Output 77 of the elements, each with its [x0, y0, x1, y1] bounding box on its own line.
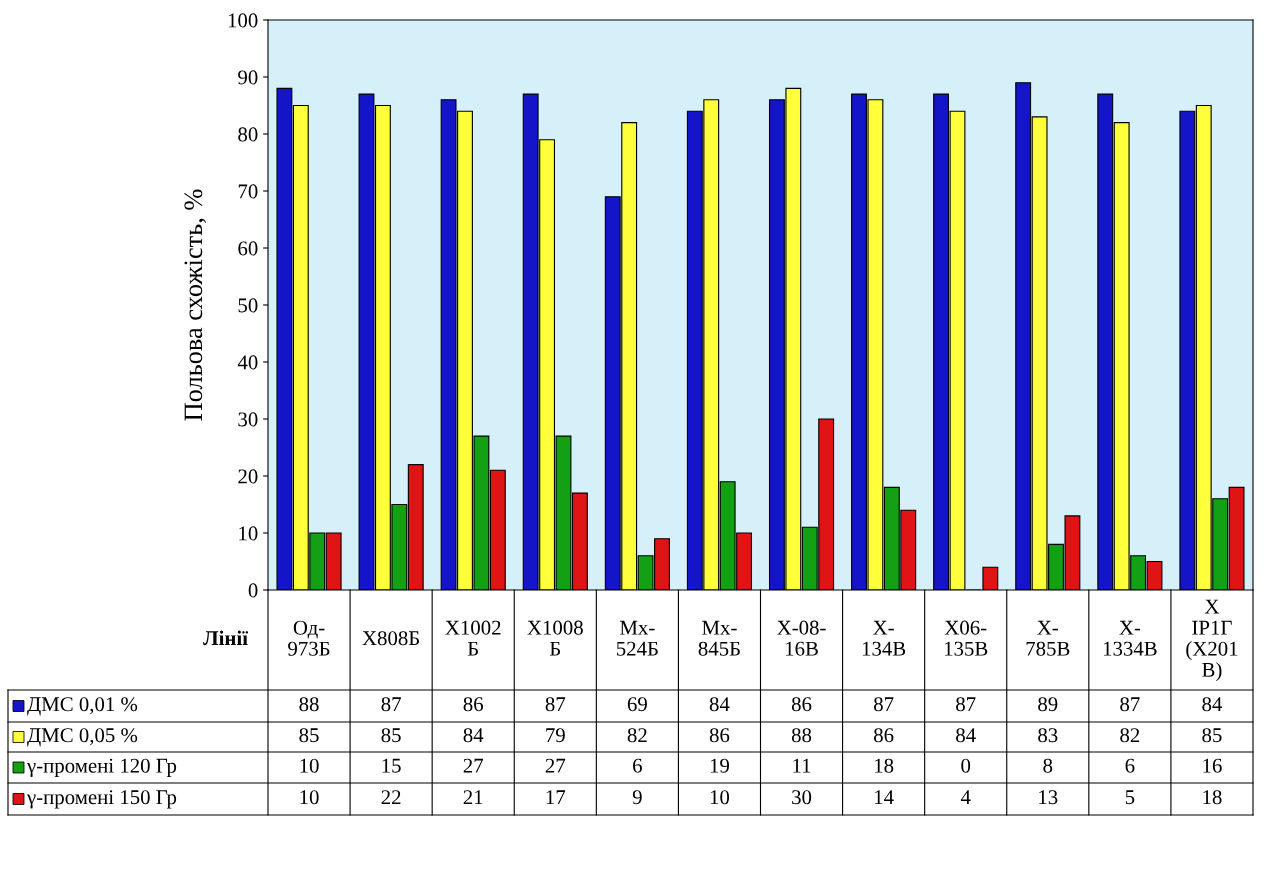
data-label: 18 [875, 758, 894, 773]
y-tick-label: 20 [238, 469, 258, 484]
x-tick-label: Х- 134В [862, 620, 906, 656]
data-label: 85 [299, 728, 319, 743]
data-label: 9 [632, 790, 642, 805]
data-label: 82 [627, 728, 647, 743]
data-label: 89 [1038, 697, 1058, 712]
data-label: 86 [874, 728, 894, 743]
data-label: 86 [791, 697, 812, 712]
data-label: 8 [1043, 758, 1053, 773]
data-label: 30 [792, 790, 812, 805]
data-label: 11 [793, 758, 811, 773]
data-label: 88 [791, 728, 812, 743]
x-tick-label: Од- 973Б [288, 620, 330, 656]
data-label: 84 [709, 697, 730, 712]
data-label: 4 [960, 790, 971, 805]
data-label: 17 [546, 790, 566, 805]
y-tick-label: 60 [238, 241, 258, 256]
x-tick-label: Х ІР1Г (Х201 В) [1186, 599, 1238, 682]
data-label: 84 [956, 728, 976, 743]
x-tick-label: Мх- 524Б [616, 620, 658, 656]
x-tick-label: Х1002 Б [445, 620, 501, 656]
data-label: 85 [381, 728, 401, 743]
y-tick-label: 50 [238, 298, 258, 313]
data-label: 6 [633, 758, 642, 773]
data-label: 13 [1039, 790, 1058, 805]
x-tick-label: Х-08- 16В [777, 620, 826, 656]
data-label: 15 [382, 758, 401, 773]
data-label: 87 [956, 697, 976, 712]
data-label: 5 [1125, 790, 1135, 805]
data-label: 79 [546, 728, 565, 743]
data-label: 83 [1038, 728, 1058, 743]
y-tick-label: 100 [228, 13, 258, 28]
y-axis-title: Польова схожість, % [184, 189, 207, 421]
legend-label: ДМС 0,01 % [27, 697, 138, 716]
y-tick-label: 90 [238, 70, 258, 85]
data-label: 87 [1120, 697, 1140, 712]
data-label: 0 [961, 758, 971, 773]
data-label: 16 [1203, 758, 1222, 773]
data-label: 88 [299, 697, 319, 712]
data-label: 84 [463, 728, 484, 743]
y-tick-label: 40 [237, 355, 258, 370]
y-tick-label: 0 [248, 583, 258, 598]
data-label: 69 [627, 697, 647, 712]
data-label: 10 [710, 790, 730, 805]
legend-label: ДМС 0,05 % [27, 728, 138, 747]
legend-label: γ-промені 150 Гр [26, 790, 177, 809]
x-tick-label: Х- 785В [1026, 620, 1070, 656]
data-label: 87 [381, 697, 401, 712]
data-label: 27 [463, 758, 484, 773]
data-label: 87 [874, 697, 894, 712]
x-axis-title: Лінії [203, 630, 249, 646]
data-label: 6 [1125, 758, 1135, 773]
data-label: 18 [1203, 790, 1222, 805]
data-label: 10 [300, 758, 319, 773]
x-tick-label: Х06- 135В [944, 620, 988, 656]
y-tick-label: 10 [239, 526, 258, 541]
data-label: 10 [300, 790, 319, 805]
data-label: 86 [463, 697, 483, 712]
data-label: 22 [381, 790, 401, 805]
x-tick-label: Х1008 Б [527, 620, 583, 656]
x-tick-label: Мх- 845Б [698, 620, 740, 656]
y-tick-label: 80 [238, 127, 258, 142]
data-label: 14 [875, 790, 894, 805]
data-label: 86 [709, 728, 730, 743]
x-tick-label: Х- 1334В [1103, 620, 1157, 656]
data-label: 27 [545, 758, 566, 773]
data-label: 21 [463, 790, 483, 805]
data-label: 82 [1120, 728, 1140, 743]
x-tick-label: Х808Б [362, 631, 420, 646]
data-label: 84 [1202, 697, 1223, 712]
data-label: 19 [710, 758, 730, 773]
legend-label: γ-промені 120 Гр [26, 758, 177, 777]
data-label: 87 [545, 697, 566, 712]
y-tick-label: 70 [238, 184, 258, 199]
data-label: 85 [1202, 728, 1222, 743]
y-tick-label: 30 [238, 412, 258, 427]
